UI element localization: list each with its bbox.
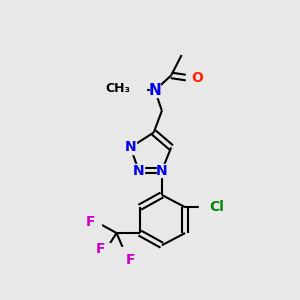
Bar: [121, 247, 131, 260]
Bar: [90, 215, 101, 229]
Text: F: F: [126, 254, 135, 267]
Bar: [186, 71, 197, 85]
Bar: [115, 82, 146, 96]
Text: O: O: [192, 71, 203, 85]
Text: N: N: [148, 83, 161, 98]
Text: CH₃: CH₃: [106, 82, 130, 95]
Text: N: N: [125, 140, 136, 154]
Bar: [100, 242, 110, 256]
Text: N: N: [156, 164, 168, 178]
Text: F: F: [95, 242, 105, 256]
Bar: [150, 84, 160, 97]
Bar: [134, 164, 144, 177]
Text: F: F: [86, 215, 96, 229]
Text: Cl: Cl: [210, 200, 224, 214]
Text: N: N: [133, 164, 145, 178]
Bar: [199, 200, 220, 214]
Bar: [125, 141, 136, 154]
Bar: [157, 164, 167, 177]
